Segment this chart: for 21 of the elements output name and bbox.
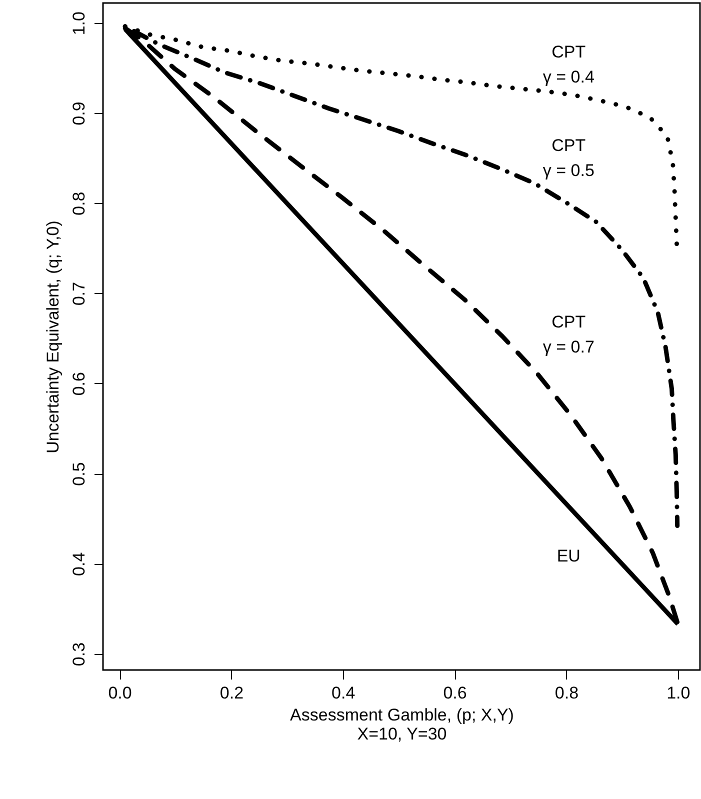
y-axis-title: Uncertainty Equivalent, (q; Y,0) (44, 220, 62, 454)
y-tick-label: 0.5 (70, 462, 88, 486)
text: X=10, Y=30 (357, 724, 447, 744)
x-tick-label: 0.2 (220, 684, 244, 702)
y-tick-label: 0.9 (70, 102, 88, 126)
series-label: EU (556, 546, 580, 566)
y-tick-label: 0.6 (70, 372, 88, 396)
x-axis-title: Assessment Gamble, (p; X,Y) (290, 706, 514, 724)
x-tick-label: 0.6 (443, 684, 467, 702)
y-tick-label: 0.4 (70, 552, 88, 576)
series-label: CPT γ = 0.7 (542, 312, 594, 357)
y-tick-label: 0.7 (70, 282, 88, 306)
x-tick-label: 0.0 (108, 684, 132, 702)
y-tick-label: 1.0 (70, 12, 88, 36)
x-tick-label: 0.8 (554, 684, 579, 702)
y-tick-label: 0.3 (70, 642, 88, 666)
series-label: CPT γ = 0.5 (542, 136, 594, 180)
series-label: CPT γ = 0.4 (542, 42, 594, 86)
y-tick-label: 0.8 (70, 192, 88, 216)
x-tick-label: 0.4 (332, 684, 356, 702)
x-tick-label: 1.0 (666, 684, 690, 702)
